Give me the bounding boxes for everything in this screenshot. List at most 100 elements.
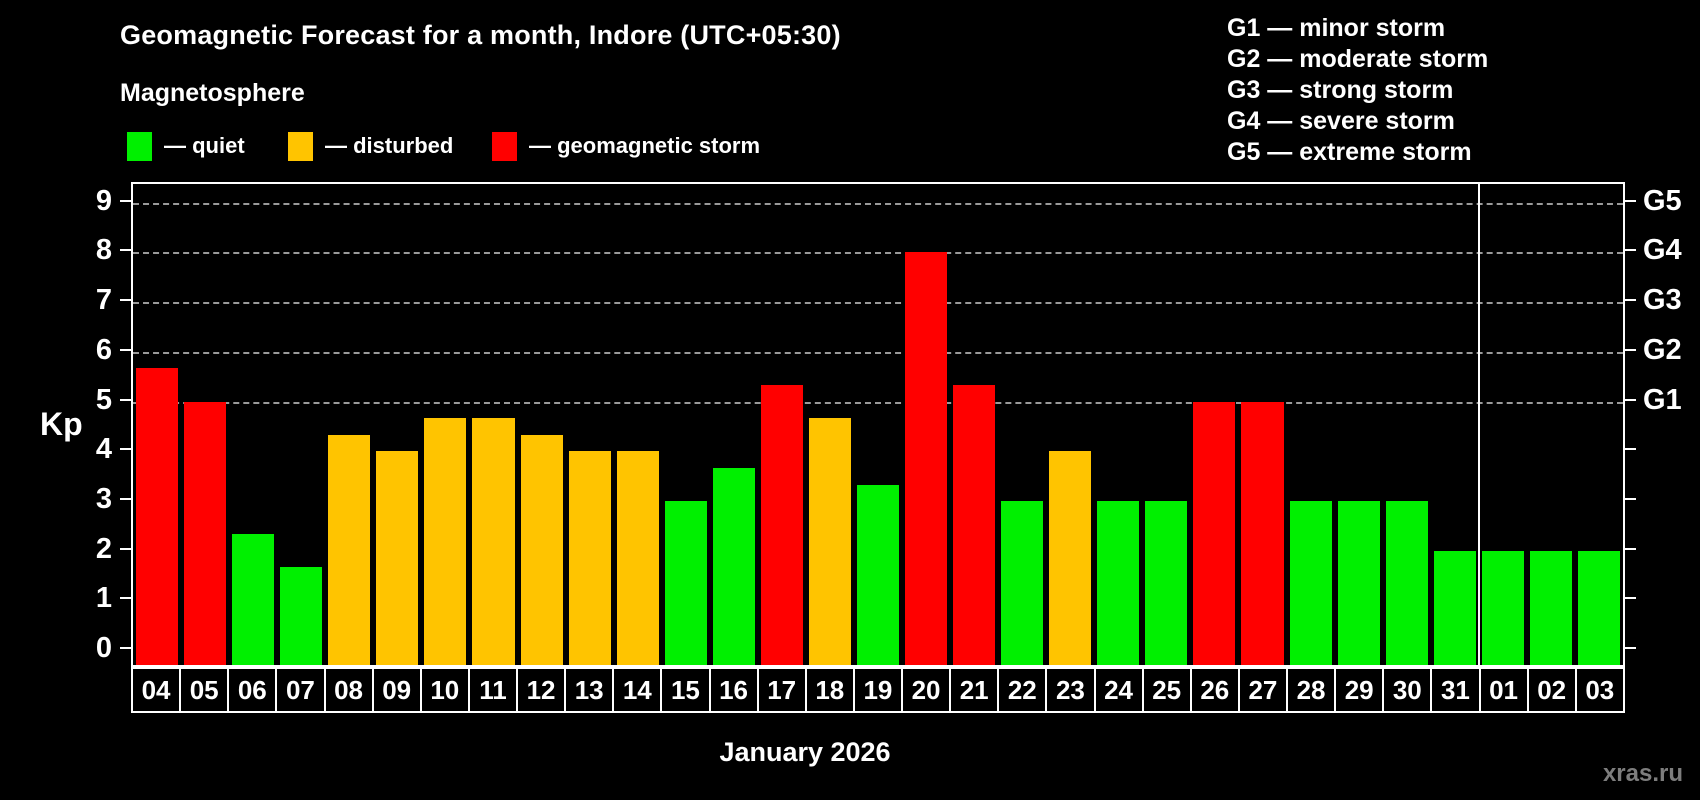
y-tick-label-9: 9 — [95, 184, 112, 217]
legend-item-disturbed: — disturbed — [288, 130, 453, 162]
y-tick-label-3: 3 — [95, 482, 112, 515]
y-tick-right-3 — [1625, 497, 1636, 500]
bar-day-26 — [1193, 401, 1236, 665]
legend-item-storm: — geomagnetic storm — [492, 130, 760, 162]
plot-frame — [131, 182, 1625, 667]
disturbed-color-swatch — [288, 131, 313, 161]
day-cell-09: 09 — [371, 667, 422, 713]
y-tick-right-0 — [1625, 647, 1636, 649]
bar-day-10 — [424, 417, 467, 665]
y-tick-left-9 — [120, 199, 131, 202]
bar-day-19 — [856, 484, 900, 665]
day-cell-14: 14 — [612, 667, 663, 713]
bar-day-25 — [1145, 500, 1188, 665]
g-axis-label-g1: G1 — [1643, 383, 1682, 416]
day-cell-01: 01 — [1478, 667, 1529, 713]
y-tick-left-1 — [120, 597, 131, 600]
day-cell-04: 04 — [131, 667, 182, 713]
day-cell-11: 11 — [467, 667, 518, 713]
gridline-kp7 — [133, 302, 1623, 305]
y-tick-right-6 — [1625, 348, 1636, 351]
legend-item-quiet: — quiet — [127, 130, 245, 162]
bar-day-15 — [664, 500, 707, 665]
bar-day-28 — [1289, 500, 1332, 665]
gridline-kp6 — [133, 351, 1623, 354]
g-legend-line-g3: G3 — strong storm — [1227, 76, 1454, 104]
y-tick-left-5 — [120, 398, 131, 401]
bar-day-08 — [328, 434, 371, 665]
bar-day-09 — [376, 451, 419, 665]
y-tick-label-8: 8 — [95, 234, 112, 267]
day-cell-21: 21 — [949, 667, 1000, 713]
day-cell-15: 15 — [660, 667, 711, 713]
day-cell-07: 07 — [275, 667, 326, 713]
month-boundary-line — [1477, 184, 1480, 665]
g-axis-label-g2: G2 — [1643, 333, 1682, 366]
y-tick-right-5 — [1625, 398, 1636, 401]
page-title: Geomagnetic Forecast for a month, Indore… — [120, 20, 841, 50]
g-axis-label-g3: G3 — [1643, 284, 1682, 317]
bar-day-29 — [1337, 500, 1380, 665]
day-cell-02: 02 — [1526, 667, 1577, 713]
y-tick-right-8 — [1625, 249, 1636, 252]
gridline-kp9 — [133, 202, 1623, 205]
y-tick-left-7 — [120, 299, 131, 302]
day-cell-25: 25 — [1141, 667, 1192, 713]
storm-color-swatch — [492, 131, 517, 161]
bar-day-02 — [1529, 550, 1572, 665]
legend-label-quiet: — quiet — [164, 133, 245, 158]
day-cell-13: 13 — [564, 667, 615, 713]
day-cell-18: 18 — [804, 667, 855, 713]
quiet-color-swatch — [127, 131, 152, 161]
day-cell-27: 27 — [1237, 667, 1288, 713]
bar-day-16 — [712, 467, 755, 665]
bar-day-14 — [616, 451, 659, 665]
bar-day-11 — [472, 417, 515, 665]
y-axis-title: Kp — [40, 406, 83, 442]
day-cell-10: 10 — [419, 667, 470, 713]
day-label-row: 04 05 06 07 08 09 10 11 12 13 14 15 16 17 18 19 20 21 22 23… — [131, 667, 1625, 713]
bar-day-31 — [1433, 550, 1476, 665]
bar-day-23 — [1049, 451, 1092, 665]
y-tick-left-0 — [120, 647, 131, 649]
y-tick-right-1 — [1625, 597, 1636, 600]
day-cell-29: 29 — [1334, 667, 1385, 713]
g-legend-line-g5: G5 — extreme storm — [1227, 138, 1472, 166]
y-tick-left-6 — [120, 348, 131, 351]
y-tick-right-2 — [1625, 547, 1636, 550]
g-legend-line-g2: G2 — moderate storm — [1227, 45, 1489, 73]
g-legend-line-g1: G1 — minor storm — [1227, 14, 1446, 42]
y-tick-left-2 — [120, 547, 131, 550]
g-axis-label-g4: G4 — [1643, 234, 1682, 267]
bar-day-05 — [184, 401, 227, 665]
bar-day-04 — [136, 368, 179, 665]
y-tick-label-6: 6 — [95, 333, 112, 366]
day-cell-19: 19 — [852, 667, 903, 713]
day-cell-26: 26 — [1189, 667, 1240, 713]
magnetosphere-label: Magnetosphere — [120, 79, 305, 107]
bar-day-18 — [808, 417, 851, 665]
bar-day-13 — [568, 451, 611, 665]
plot-area — [133, 184, 1623, 665]
day-cell-06: 06 — [227, 667, 278, 713]
bar-day-17 — [760, 385, 803, 665]
day-cell-20: 20 — [901, 667, 952, 713]
x-axis-title: January 2026 — [719, 737, 891, 767]
y-tick-left-8 — [120, 249, 131, 252]
legend-label-storm: — geomagnetic storm — [529, 133, 761, 158]
day-cell-12: 12 — [516, 667, 567, 713]
bar-day-30 — [1385, 500, 1428, 665]
bar-day-21 — [953, 385, 996, 665]
day-cell-16: 16 — [708, 667, 759, 713]
bar-day-07 — [280, 567, 323, 665]
day-cell-17: 17 — [756, 667, 807, 713]
watermark: xras.ru — [1602, 760, 1683, 787]
y-tick-label-7: 7 — [95, 284, 112, 317]
y-tick-right-7 — [1625, 299, 1636, 302]
day-cell-05: 05 — [179, 667, 230, 713]
bar-day-06 — [232, 534, 275, 665]
day-cell-08: 08 — [323, 667, 374, 713]
gridline-kp8 — [133, 252, 1623, 255]
g-axis-label-g5: G5 — [1643, 184, 1682, 217]
